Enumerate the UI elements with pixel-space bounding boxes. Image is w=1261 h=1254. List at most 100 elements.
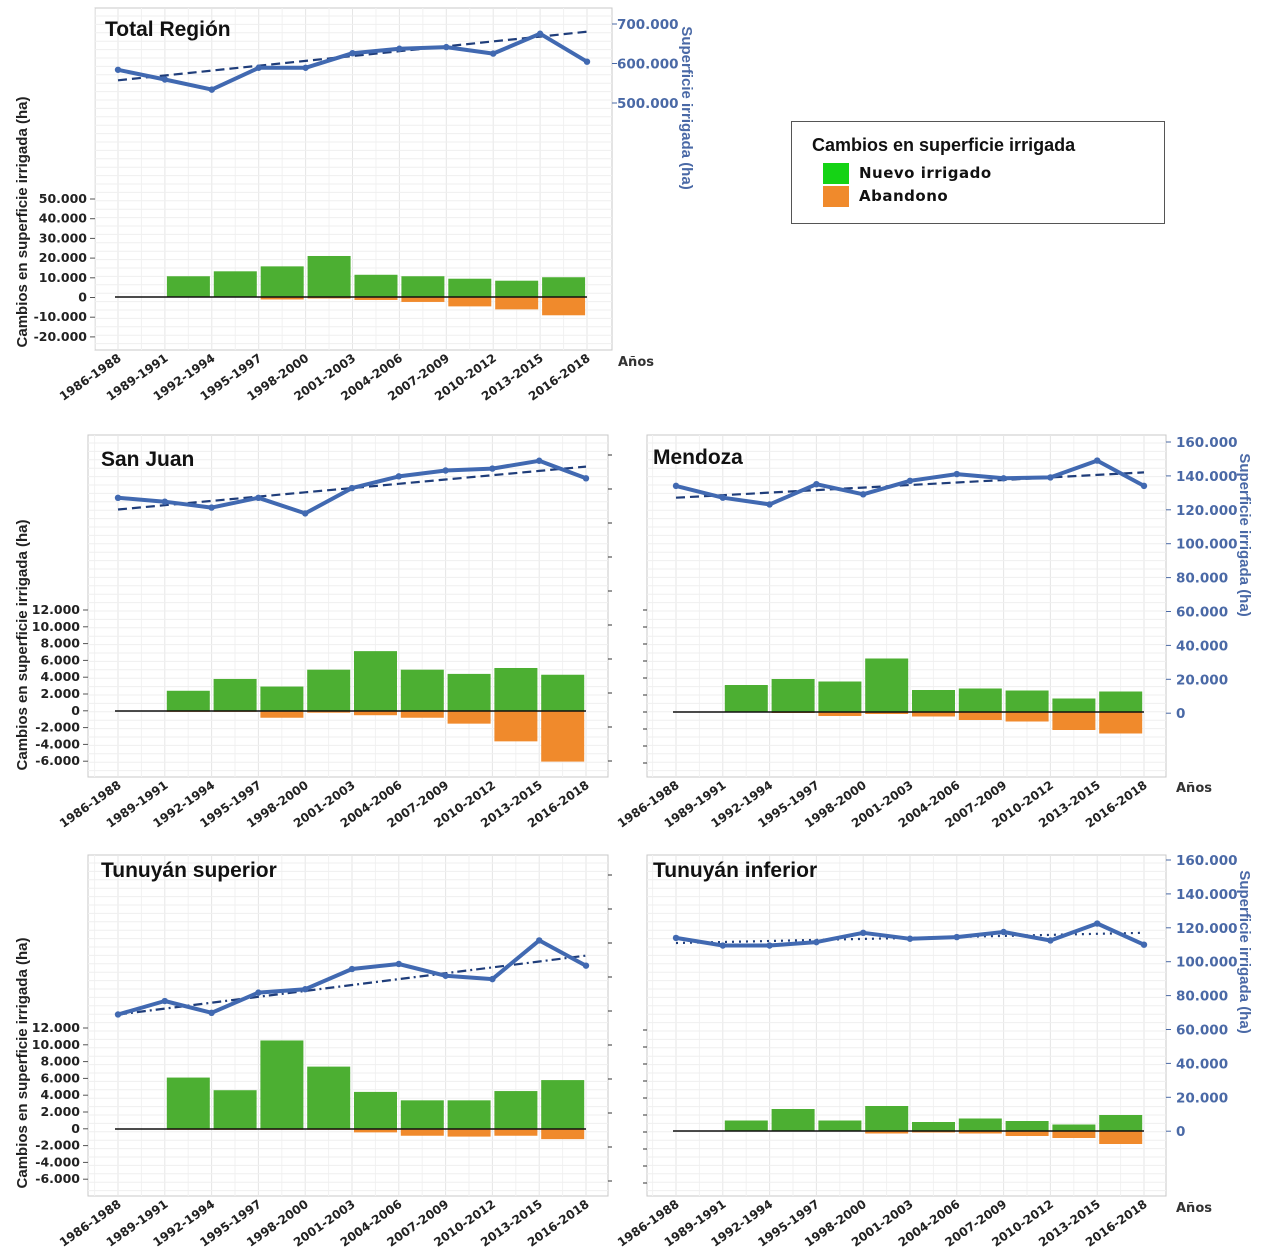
surface-point	[1000, 928, 1007, 936]
plot-area	[87, 854, 609, 1197]
surface-point	[813, 938, 820, 946]
bar-nuevo-irrigado	[307, 1066, 351, 1129]
surface-point	[1140, 941, 1148, 948]
bar-abandono	[958, 712, 1002, 720]
left-tick-label: -2.000	[35, 1138, 80, 1153]
bar-nuevo-irrigado	[494, 667, 538, 711]
legend-item-nuevo: Nuevo irrigado	[823, 162, 992, 184]
right-tick-label: 80.000	[1176, 571, 1228, 587]
bar-nuevo-irrigado	[213, 678, 257, 711]
bar-nuevo-irrigado	[771, 679, 815, 712]
bar-nuevo-irrigado	[400, 669, 444, 711]
panel-title: Mendoza	[653, 446, 743, 469]
right-axis-title: Superficie irrigada (ha)	[1236, 453, 1253, 616]
bar-nuevo-irrigado	[213, 271, 257, 297]
bar-abandono	[865, 1131, 909, 1134]
surface-point	[348, 965, 356, 973]
bar-nuevo-irrigado	[260, 266, 304, 297]
bar-nuevo-irrigado	[1099, 1115, 1143, 1131]
bar-nuevo-irrigado	[912, 1122, 955, 1131]
right-tick-label: 140.000	[1176, 469, 1238, 485]
right-tick-label: 20.000	[1176, 1090, 1228, 1106]
trend-line	[117, 30, 588, 82]
left-tick-label: -2.000	[35, 720, 80, 735]
surface-point	[672, 934, 680, 942]
surface-point	[1000, 475, 1007, 482]
surface-point	[766, 942, 773, 949]
bar-nuevo-irrigado	[818, 1120, 862, 1131]
left-tick-label: 2.000	[40, 1104, 80, 1119]
trend-line	[675, 471, 1145, 499]
panel-mendoza: 160.000 140.000 120.000 100.000 80.000 60.000…	[615, 434, 1253, 831]
bar-nuevo-irrigado	[958, 688, 1002, 712]
panel-title: Total Región	[105, 18, 231, 41]
surface-point	[489, 465, 496, 472]
right-tick-label: 100.000	[1176, 537, 1238, 553]
left-tick-label: -4.000	[35, 736, 80, 751]
left-tick-label: 10.000	[32, 619, 81, 634]
bar-abandono	[1052, 1131, 1096, 1138]
surface-point	[536, 457, 543, 464]
panel-total-región: 50.000 40.000 30.000 20.000 10.000 0 -10.000 -2…	[14, 7, 695, 404]
bar-abandono	[400, 1129, 444, 1136]
left-tick-label: 30.000	[39, 230, 88, 245]
surface-point	[536, 937, 543, 944]
surface-point	[583, 58, 591, 65]
bar-abandono	[447, 1129, 491, 1137]
left-tick-label: -20.000	[34, 329, 88, 344]
surface-point	[1047, 937, 1054, 944]
surface-point	[490, 50, 497, 57]
surface-point	[1094, 920, 1101, 927]
surface-point	[442, 972, 449, 979]
right-tick-label: 0	[1176, 706, 1185, 722]
right-tick-label: 160.000	[1176, 435, 1238, 451]
left-tick-label: 4.000	[40, 1087, 80, 1102]
left-tick-label: -6.000	[35, 1171, 80, 1186]
bar-abandono	[447, 711, 491, 724]
bar-nuevo-irrigado	[166, 1077, 210, 1129]
panel-tunuyán-superior: 12.00010.0008.0006.0004.0002.0000-2.000-…	[14, 854, 612, 1250]
bar-abandono	[1052, 712, 1096, 730]
panel-san-juan: 12.00010.0008.0006.0004.0002.0000-2.000-…	[14, 434, 612, 831]
left-axis-title: Cambios en superficie irrigada (ha)	[14, 520, 31, 771]
legend-swatch-nuevo	[823, 162, 849, 184]
bar-abandono	[958, 1131, 1002, 1134]
legend-swatch-abandono	[823, 185, 849, 207]
surface-point	[208, 1009, 215, 1016]
right-tick-label: 60.000	[1176, 1023, 1228, 1039]
left-tick-label: 10.000	[32, 1037, 81, 1052]
surface-point	[860, 491, 867, 498]
surface-point	[719, 494, 726, 501]
right-tick-label: 20.000	[1176, 672, 1228, 688]
surface-point	[302, 510, 309, 517]
surface-point	[255, 64, 262, 71]
bar-nuevo-irrigado	[307, 255, 351, 297]
left-tick-label: -6.000	[35, 753, 80, 768]
right-tick-label: 100.000	[1176, 955, 1238, 971]
right-tick-label: 0	[1176, 1124, 1185, 1140]
left-tick-label: -4.000	[35, 1154, 80, 1169]
bar-nuevo-irrigado	[724, 685, 768, 712]
bar-abandono	[354, 297, 398, 300]
panel-title: Tunuyán inferior	[653, 859, 817, 882]
bar-nuevo-irrigado	[400, 1100, 444, 1129]
surface-point	[114, 1011, 122, 1018]
bar-abandono	[494, 711, 538, 742]
right-tick-label: 160.000	[1176, 853, 1238, 869]
surface-point	[766, 501, 773, 508]
legend-title: Cambios en superficie irrigada	[812, 135, 1076, 155]
left-axis-title: Cambios en superficie irrigada (ha)	[14, 97, 31, 348]
bar-abandono	[495, 297, 539, 310]
right-tick-label: 120.000	[1176, 503, 1238, 519]
bar-abandono	[260, 297, 304, 300]
right-axis-title: Superficie irrigada (ha)	[678, 26, 695, 189]
surface-point	[161, 76, 169, 83]
right-tick-label: 700.000	[617, 17, 679, 33]
trend-line	[117, 465, 587, 511]
bar-nuevo-irrigado	[447, 673, 491, 711]
legend-box: Cambios en superficie irrigada Nuevo irr…	[791, 121, 1165, 224]
surface-point	[1047, 474, 1054, 481]
bar-abandono	[912, 712, 955, 717]
panel-tunuyán-inferior: 160.000 140.000 120.000 100.000 80.000 60.000…	[615, 853, 1253, 1250]
